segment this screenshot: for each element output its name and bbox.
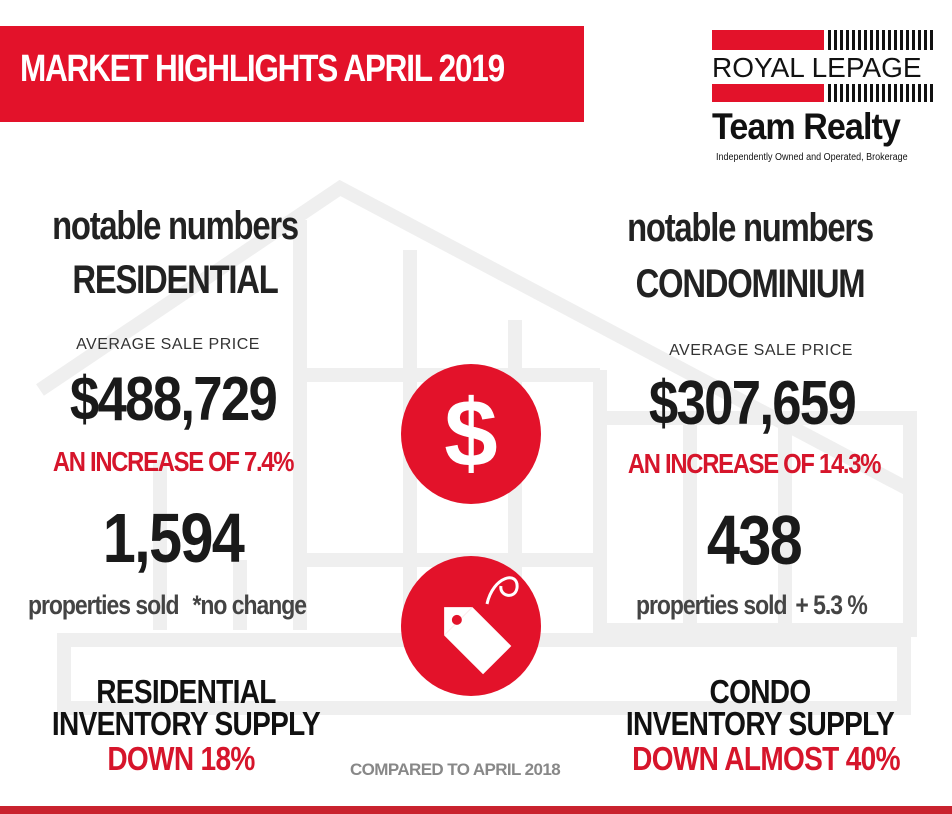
- residential-avg-label: AVERAGE SALE PRICE: [76, 336, 260, 353]
- condo-inventory-line1: CONDO: [709, 673, 811, 710]
- condo-inventory-line2: INVENTORY SUPPLY: [625, 705, 895, 742]
- page-title: MARKET HIGHLIGHTS APRIL 2019: [20, 48, 505, 90]
- header-banner: [0, 26, 584, 122]
- condo-heading-line2: CONDOMINIUM: [635, 262, 866, 306]
- logo-name: ROYAL LEPAGE: [712, 52, 922, 83]
- logo-brokerage-name: Team Realty: [712, 106, 901, 147]
- condo-sold-count: 438: [706, 501, 803, 579]
- price-tag-icon: [444, 576, 519, 675]
- condo-avg-price: $307,659: [648, 369, 857, 438]
- price-tag-circle: [401, 556, 541, 696]
- residential-inventory-change: DOWN 18%: [107, 740, 255, 777]
- residential-inventory-line2: INVENTORY SUPPLY: [51, 705, 321, 742]
- condo-sold-label: properties sold: [636, 590, 788, 620]
- dollar-icon: $: [444, 380, 497, 487]
- footer-divider: [0, 806, 952, 814]
- condo-heading-line1: notable numbers: [627, 206, 874, 250]
- condo-avg-label: AVERAGE SALE PRICE: [669, 342, 853, 359]
- residential-avg-price: $488,729: [69, 365, 278, 434]
- logo-tagline: Independently Owned and Operated, Broker…: [716, 152, 908, 163]
- condo-inventory-change: DOWN ALMOST 40%: [632, 740, 900, 777]
- residential-sold-line: properties sold *no change: [28, 590, 307, 621]
- dollar-circle: $: [401, 364, 541, 504]
- condo-increase: AN INCREASE OF 14.3%: [627, 448, 882, 479]
- residential-increase: AN INCREASE OF 7.4%: [52, 446, 295, 477]
- comparison-note: COMPARED TO APRIL 2018: [350, 760, 561, 779]
- residential-sold-change: *no change: [192, 590, 307, 620]
- residential-sold-label: properties sold: [28, 590, 180, 620]
- residential-inventory-line1: RESIDENTIAL: [96, 673, 276, 710]
- logo-graphic: [712, 30, 933, 102]
- residential-heading-line1: notable numbers: [52, 204, 299, 248]
- residential-heading-line2: RESIDENTIAL: [72, 258, 278, 302]
- residential-sold-count: 1,594: [102, 499, 245, 577]
- condo-sold-line: properties sold + 5.3 %: [636, 590, 868, 621]
- condo-sold-change: + 5.3 %: [795, 590, 867, 620]
- dollar-symbol: $: [444, 380, 497, 487]
- royal-lepage-logo: ROYAL LEPAGE Team Realty Independently O…: [712, 28, 940, 168]
